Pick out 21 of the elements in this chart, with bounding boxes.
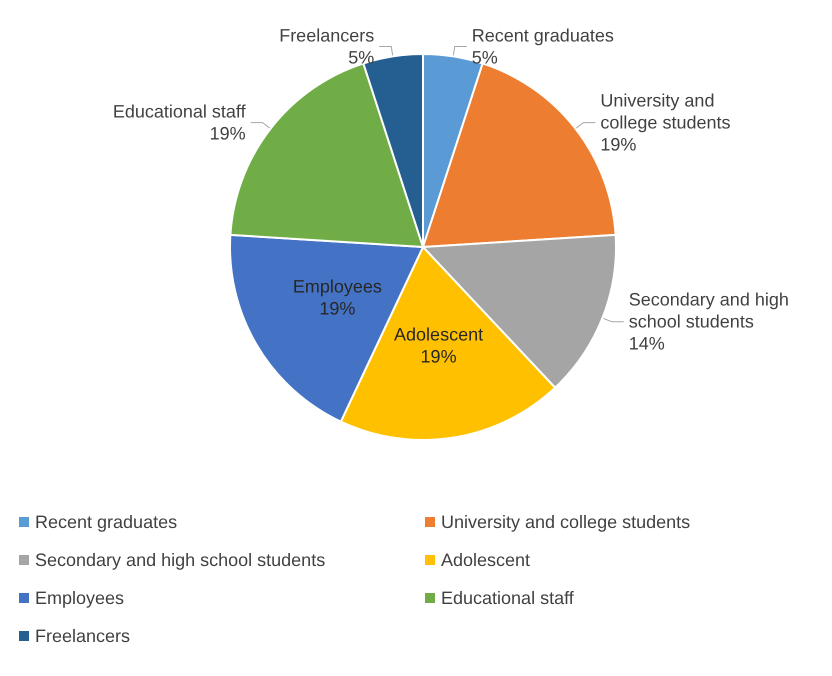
- legend-label: Recent graduates: [35, 512, 178, 532]
- legend-label: Secondary and high school students: [35, 550, 326, 570]
- slice-label: Adolescent: [394, 324, 484, 344]
- data-label: 14%: [628, 334, 665, 354]
- legend-label: University and college students: [441, 512, 690, 532]
- legend-label: Freelancers: [35, 626, 130, 646]
- legend-label: Employees: [35, 588, 124, 608]
- data-label: 5%: [348, 48, 374, 68]
- legend-label: Adolescent: [441, 550, 530, 570]
- data-label: 19%: [420, 346, 457, 366]
- data-label: 19%: [600, 134, 636, 155]
- slice-label: Secondary and high school students: [628, 290, 794, 332]
- slice-label: Recent graduates: [472, 26, 614, 46]
- slice-label: Employees: [292, 276, 382, 297]
- slice-label: University and college students: [600, 90, 730, 133]
- data-label: 19%: [319, 298, 356, 319]
- slice-label: Educational staff: [112, 102, 247, 122]
- data-label: 5%: [472, 48, 498, 68]
- legend-label: Educational staff: [441, 588, 575, 608]
- data-label: 19%: [210, 124, 246, 144]
- slice-label: Freelancers: [279, 26, 374, 46]
